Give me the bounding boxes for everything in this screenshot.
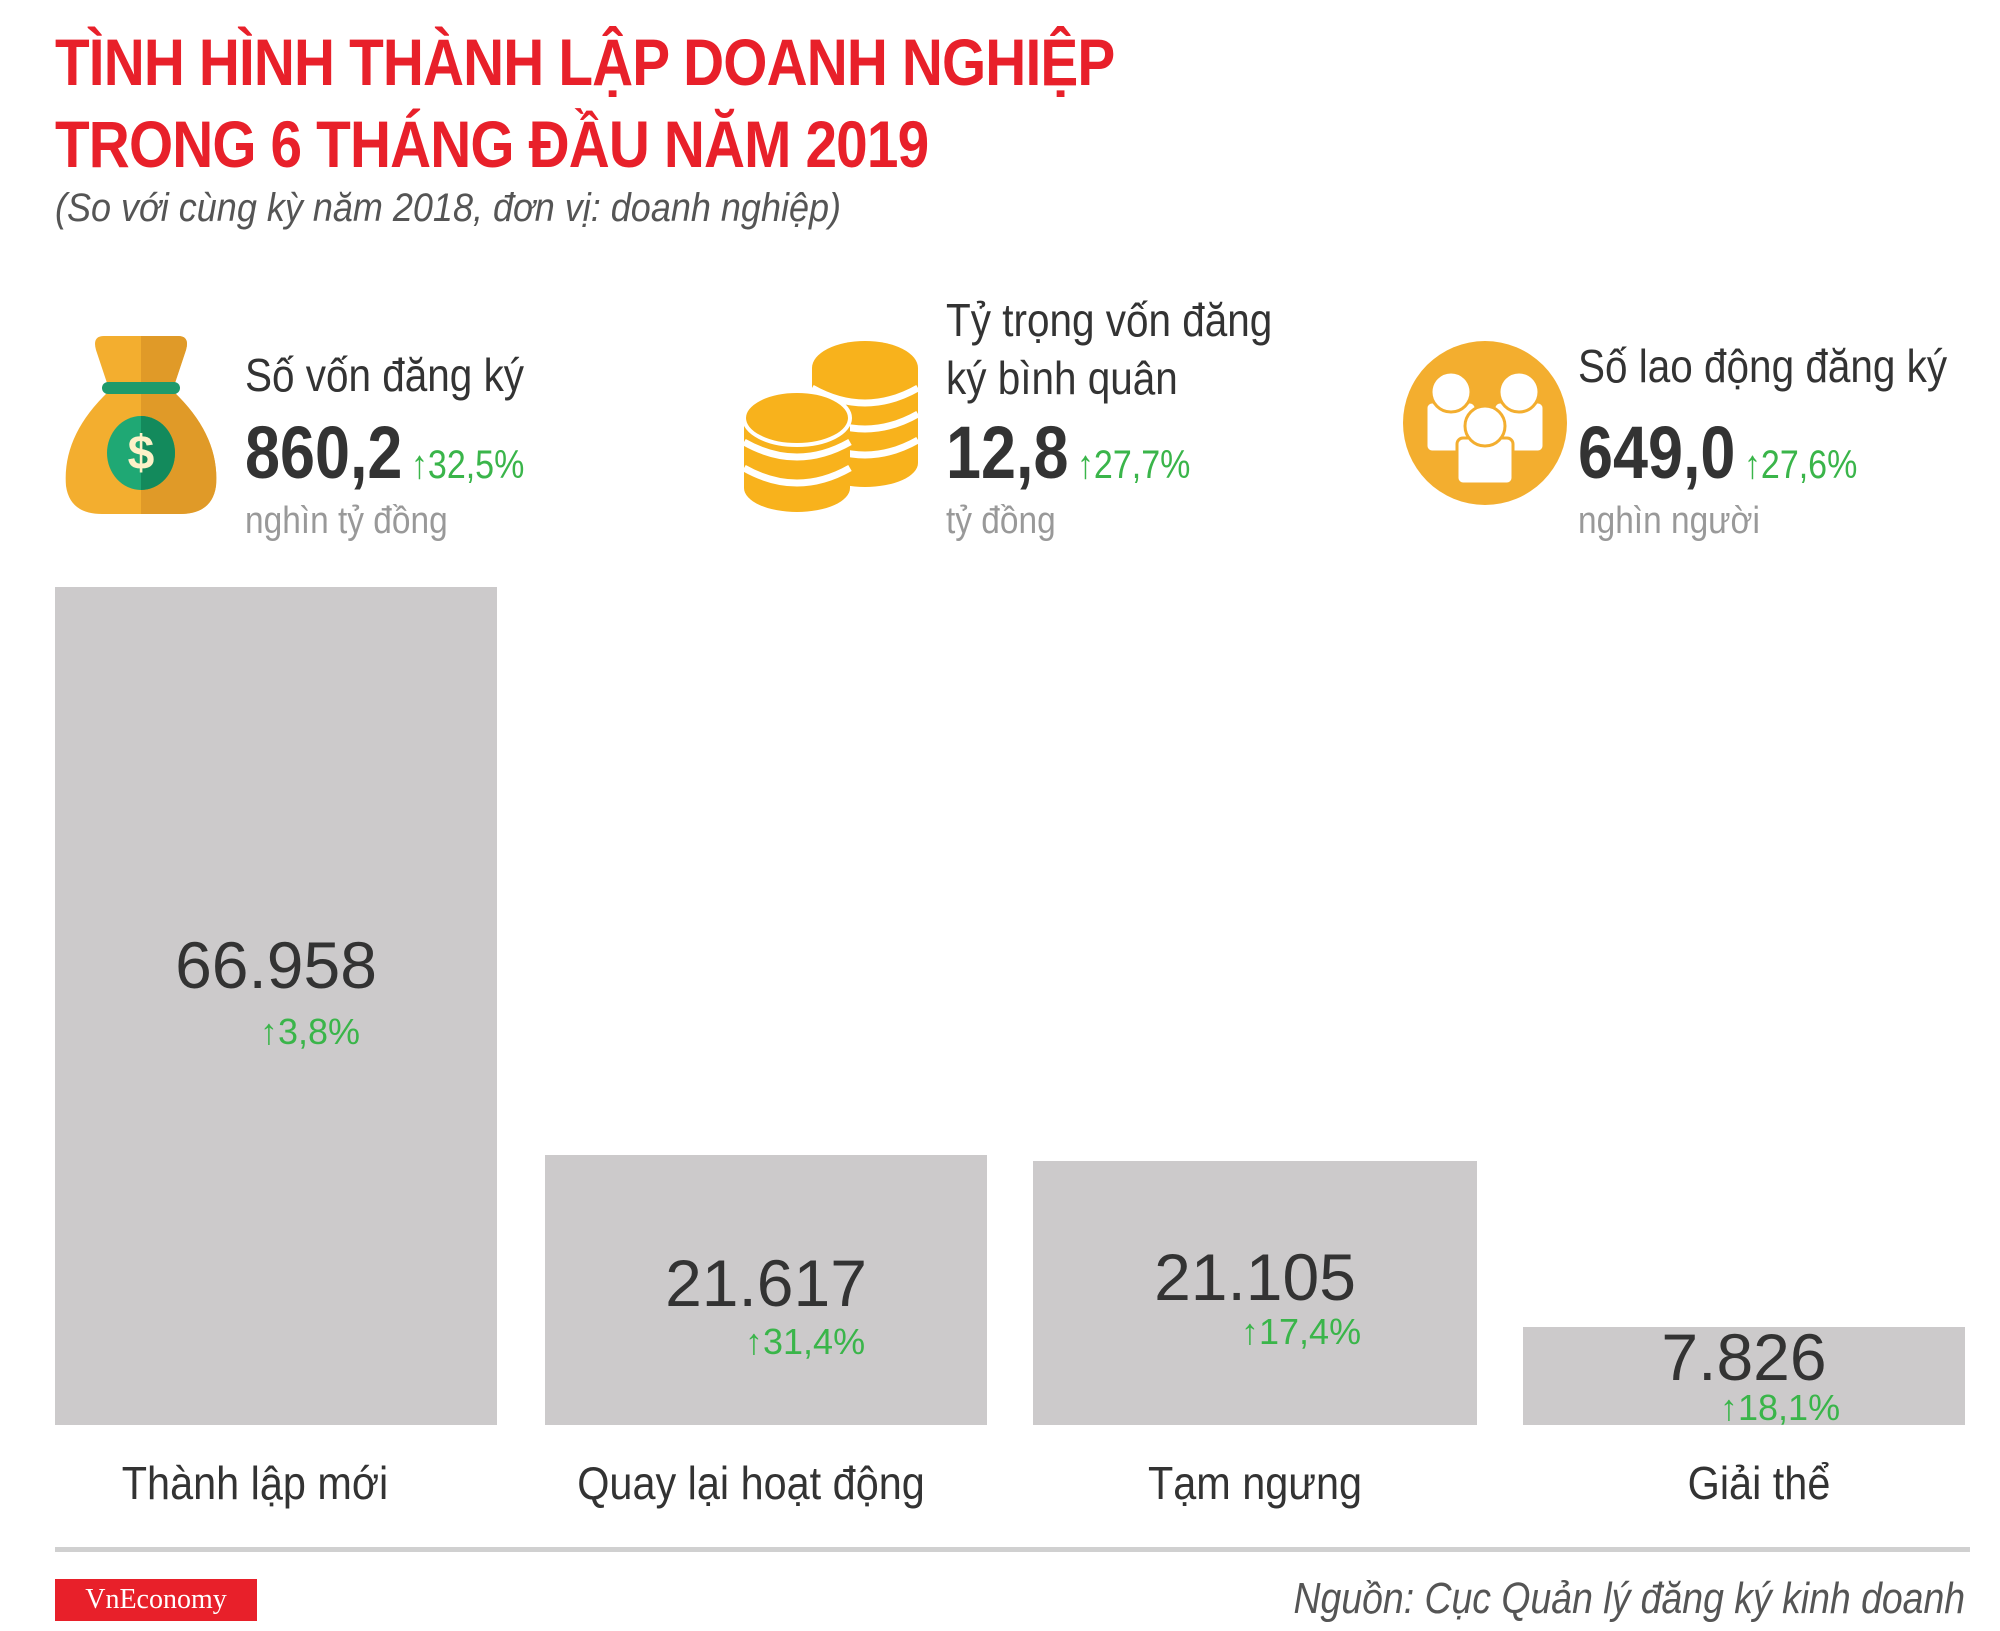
bar-quay-lai-hoat-dong: 21.617 ↑31,4% [545, 1155, 987, 1425]
kpi-unit: tỷ đồng [946, 500, 1056, 542]
bar-value: 7.826 [1661, 1320, 1827, 1394]
svg-text:$: $ [128, 427, 155, 480]
footer-divider [55, 1547, 1970, 1552]
kpi-number: 649,0 [1578, 411, 1736, 494]
kpi-value: 860,2 ↑32,5% [245, 410, 524, 495]
money-bag-icon: $ [62, 336, 220, 514]
bar-value: 66.958 [175, 928, 377, 1002]
kpi-label: Số vốn đăng ký [245, 349, 525, 401]
kpi-unit: nghìn tỷ đồng [245, 500, 448, 542]
kpi-change: ↑27,6% [1743, 443, 1858, 487]
source-note: Nguồn: Cục Quản lý đăng ký kinh doanh [1293, 1574, 1965, 1623]
bar-change: ↑31,4% [745, 1321, 866, 1362]
kpi-value: 12,8 ↑27,7% [946, 410, 1190, 495]
vneconomy-logo: VnEconomy [55, 1579, 257, 1621]
bar-value: 21.617 [665, 1246, 867, 1320]
kpi-unit: nghìn người [1578, 500, 1760, 542]
bar-change: ↑18,1% [1720, 1387, 1841, 1428]
kpi-value: 649,0 ↑27,6% [1578, 410, 1857, 495]
kpi-label: Số lao động đăng ký [1578, 340, 1948, 392]
bar-change: ↑17,4% [1241, 1311, 1362, 1352]
bar-giai-the: 7.826 ↑18,1% [1523, 1320, 1965, 1428]
bar-thanh-lap-moi: 66.958 ↑3,8% [55, 587, 497, 1425]
category-label: Giải thể [1687, 1457, 1831, 1509]
coins-stack-icon [742, 338, 922, 514]
category-label: Thành lập mới [121, 1457, 389, 1509]
page-subtitle: (So với cùng kỳ năm 2018, đơn vị: doanh … [55, 186, 841, 230]
page-title-line1: TÌNH HÌNH THÀNH LẬP DOANH NGHIỆP [55, 25, 1115, 99]
bar-change: ↑3,8% [260, 1011, 361, 1052]
category-label: Tạm ngưng [1147, 1457, 1363, 1509]
kpi-number: 860,2 [245, 411, 403, 494]
category-label: Quay lại hoạt động [577, 1457, 925, 1509]
kpi-number: 12,8 [946, 411, 1069, 494]
bar-tam-ngung: 21.105 ↑17,4% [1033, 1161, 1477, 1425]
kpi-label-line1: Tỷ trọng vốn đăng [946, 294, 1273, 346]
kpi-label-line2: ký bình quân [946, 352, 1178, 404]
page-title-line2: TRONG 6 THÁNG ĐẦU NĂM 2019 [55, 107, 929, 181]
bar-value: 21.105 [1154, 1240, 1356, 1314]
kpi-change: ↑32,5% [410, 443, 525, 487]
people-group-icon [1402, 340, 1568, 506]
kpi-change: ↑27,7% [1076, 443, 1191, 487]
